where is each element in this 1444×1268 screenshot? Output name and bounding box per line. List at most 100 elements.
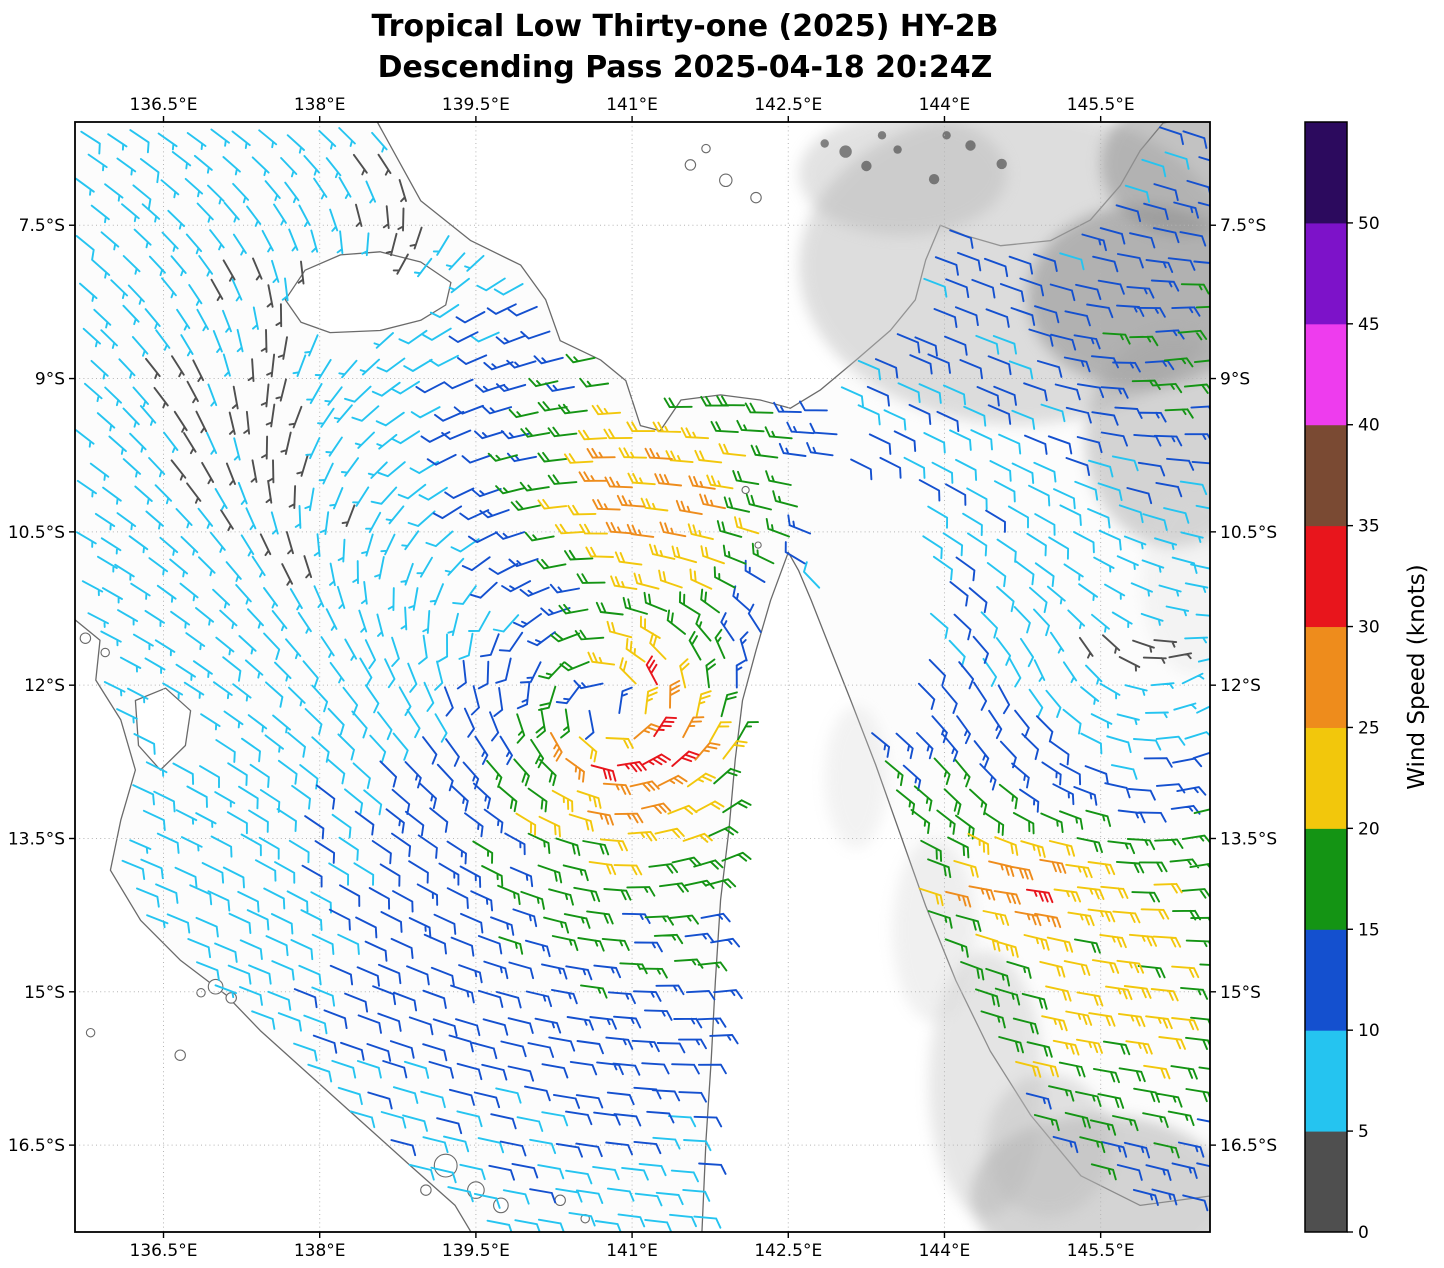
x-tick-label-bottom: 145.5°E: [1067, 1241, 1135, 1261]
y-tick-label-right: 13.5°S: [1220, 829, 1277, 849]
terrain-speck: [928, 174, 940, 185]
island-dot: [433, 1153, 458, 1178]
colorbar-segment-50+: [1305, 122, 1347, 224]
wind-barbs-20-25-kt: [515, 404, 1200, 1080]
y-tick-label-right: 7.5°S: [1220, 216, 1266, 236]
colorbar-tick-label: 10: [1358, 1021, 1380, 1041]
y-tick-label-right: 10.5°S: [1220, 523, 1277, 543]
terrain-speck: [942, 131, 951, 140]
colorbar-tick-label: 40: [1358, 416, 1380, 436]
x-tick-label-top: 138°E: [294, 95, 346, 115]
coastline-arnhem-land-coast: [75, 619, 472, 1232]
wind-barbs-30-35-kt: [590, 655, 1054, 904]
wind-barbs-10-15-kt: [293, 126, 1210, 1212]
y-tick-label-left: 7.5°S: [19, 216, 65, 236]
wind-barb-layer: [75, 126, 1210, 1232]
y-tick-label-left: 15°S: [24, 983, 65, 1003]
colorbar-tick-label: 0: [1358, 1223, 1369, 1243]
x-tick-label-top: 141°E: [606, 95, 658, 115]
x-tick-label-top: 145.5°E: [1067, 95, 1135, 115]
terrain-speck: [996, 158, 1007, 170]
colorbar-tick-label: 25: [1358, 718, 1380, 738]
colorbar-tick-label: 45: [1358, 315, 1380, 335]
colorbar-segment-15-20: [1305, 828, 1347, 930]
terrain-shade: [798, 122, 1007, 236]
colorbar-segment-20-25: [1305, 727, 1347, 829]
y-tick-label-left: 13.5°S: [8, 829, 65, 849]
x-tick-label-top: 139.5°E: [442, 95, 510, 115]
colorbar-tick-label: 35: [1358, 517, 1380, 537]
terrain-speck: [877, 131, 887, 140]
x-tick-label-bottom: 136.5°E: [130, 1241, 198, 1261]
y-tick-label-right: 12°S: [1220, 676, 1261, 696]
gridline-layer: [75, 122, 1210, 1232]
colorbar-segment-0-5: [1305, 1131, 1347, 1233]
x-tick-label-top: 136.5°E: [130, 95, 198, 115]
y-tick-label-right: 16.5°S: [1220, 1136, 1277, 1156]
x-tick-label-bottom: 141°E: [606, 1241, 658, 1261]
colorbar-tick-label: 5: [1358, 1122, 1369, 1142]
colorbar-segment-40-45: [1305, 323, 1347, 426]
colorbar-segment-5-10: [1305, 1030, 1347, 1132]
island-dot: [174, 1049, 186, 1061]
island-dot: [741, 485, 750, 495]
island-dot: [493, 1197, 509, 1214]
terrain-speck: [965, 140, 976, 151]
x-tick-label-bottom: 142.5°E: [754, 1241, 822, 1261]
terrain-shade: [1142, 491, 1210, 675]
colorbar-tick-label: 20: [1358, 819, 1380, 839]
figure-title: Tropical Low Thirty-one (2025) HY-2B Des…: [0, 6, 1370, 89]
island-dot: [701, 143, 711, 154]
y-tick-label-right: 9°S: [1220, 370, 1250, 390]
colorbar-outline: [1304, 121, 1348, 1233]
island-dot: [100, 647, 110, 658]
wind-barbs-5-10-kt: [75, 127, 1210, 1232]
island-dot: [420, 1184, 432, 1196]
wind-barbs-0-5-kt: [145, 153, 1193, 672]
colorbar-segment-45-50: [1305, 222, 1347, 325]
title-line-1: Tropical Low Thirty-one (2025) HY-2B: [371, 9, 999, 44]
x-tick-label-bottom: 139.5°E: [442, 1241, 510, 1261]
x-tick-label-bottom: 138°E: [294, 1241, 346, 1261]
y-tick-label-left: 10.5°S: [8, 523, 65, 543]
terrain-shade: [1085, 332, 1210, 547]
y-tick-label-left: 16.5°S: [8, 1136, 65, 1156]
title-line-2: Descending Pass 2025-04-18 20:24Z: [377, 50, 993, 86]
colorbar-segment-25-30: [1305, 626, 1347, 728]
island-dot: [225, 992, 237, 1004]
terrain-speck: [861, 160, 872, 172]
map-border: [74, 121, 1211, 1233]
coastline-dolak-island: [284, 251, 452, 334]
colorbar-label: Wind Speed (knots): [1404, 564, 1430, 789]
colorbar-segment-10-15: [1305, 929, 1347, 1031]
island-dot: [750, 191, 762, 204]
colorbar-tick-label: 30: [1358, 618, 1380, 638]
colorbar-segment-35-40: [1305, 424, 1347, 527]
colorbar-tick-label: 50: [1358, 214, 1380, 234]
colorbar-segment-30-35: [1305, 525, 1347, 628]
terrain-speck: [893, 145, 902, 154]
y-tick-label-left: 12°S: [24, 676, 65, 696]
island-dot: [79, 632, 92, 644]
x-tick-label-bottom: 144°E: [919, 1241, 971, 1261]
island-dot: [719, 173, 733, 188]
colorbar: 0 5 10 15 20 25 30 35 40 45 50: [1304, 121, 1380, 1243]
y-tick-label-left: 9°S: [35, 370, 65, 390]
island-dot: [85, 1027, 96, 1038]
terrain-shade: [986, 1073, 1111, 1217]
island-dot: [754, 541, 762, 549]
terrain-shade: [892, 838, 976, 1023]
wind-barbs-25-30-kt: [549, 447, 1067, 929]
terrain-shade: [824, 705, 888, 849]
terrain-speck: [839, 145, 852, 158]
terrain-speck: [820, 139, 829, 148]
x-tick-label-top: 142.5°E: [754, 95, 822, 115]
island-dot: [196, 988, 206, 998]
island-dot: [684, 159, 697, 171]
terrain-layer: [798, 122, 1210, 1232]
terrain-shade: [1100, 122, 1210, 236]
island-dot: [554, 1194, 566, 1207]
island-dot: [207, 978, 224, 995]
